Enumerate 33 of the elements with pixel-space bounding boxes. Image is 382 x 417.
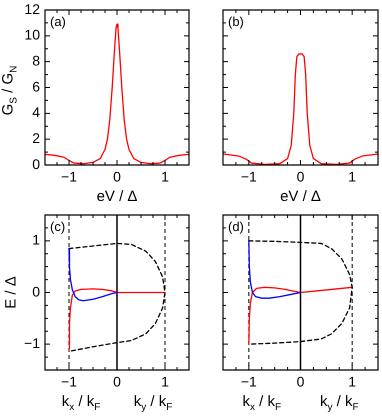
y-tick-label: 10 (24, 26, 40, 43)
x-tick-label: −1 (240, 373, 258, 390)
y-tick-label: 0 (32, 283, 40, 300)
x-tick-label: 0 (296, 373, 305, 390)
chart-title: (a) (50, 14, 66, 30)
x-tick-label: 0 (113, 373, 122, 390)
y-tick-label: −1 (24, 335, 40, 352)
x-axis-title: k$_{x}$ / k$_{F}$ (241, 393, 282, 415)
x-tick-label: 1 (348, 168, 356, 184)
x-tick-label: −1 (61, 168, 78, 184)
y-axis-title: E / Δ (2, 274, 20, 310)
y-tick-label: 12 (24, 0, 40, 17)
x-tick-label: 1 (161, 168, 170, 184)
x-axis-title: k$_{x}$ / k$_{F}$ (60, 393, 102, 415)
x-tick-label: 0 (113, 168, 122, 184)
text: k$_{y}$ / k$_{F}$ (132, 393, 174, 415)
y-tick-label: 6 (32, 78, 40, 94)
y-tick-label: 8 (32, 52, 40, 69)
chart-title: (c) (50, 219, 66, 234)
x-tick-label: −1 (61, 373, 78, 390)
chart-title: (b) (228, 14, 244, 30)
x-tick-label: 1 (161, 373, 170, 390)
y-tick-label: 4 (32, 104, 40, 120)
y-tick-label: 2 (32, 130, 40, 146)
x-axis-title: eV / Δ (279, 188, 322, 205)
chart-title: (d) (228, 219, 244, 234)
y-tick-label: 1 (32, 232, 40, 248)
x-tick-label: 0 (296, 168, 305, 184)
y-tick-label: 0 (32, 156, 40, 172)
x-tick-label: 1 (348, 373, 356, 390)
x-tick-label: −1 (240, 168, 258, 184)
x-axis-title: eV / Δ (96, 188, 138, 205)
text: k$_{y}$ / k$_{F}$ (318, 393, 360, 415)
